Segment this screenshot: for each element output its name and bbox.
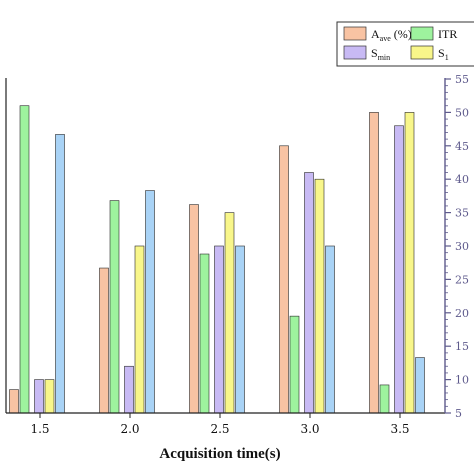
legend-label: ITR: [438, 27, 457, 41]
y-tick-label: 10: [455, 374, 469, 387]
bar-itr-2-0: [109, 200, 120, 414]
legend-swatch: [343, 26, 367, 41]
bar-s-1-3-5: [404, 112, 415, 414]
bar-a-ave--2-5: [189, 204, 199, 414]
legend-label: Aave (%): [371, 27, 412, 43]
y-ticks-group: 5 10 15 20 25 30 35 40 45 50 55: [445, 73, 469, 420]
bar-s-min-3-5: [394, 125, 404, 414]
bar-a-ave--3-5: [369, 112, 379, 414]
bar-s-min-2-0: [124, 365, 134, 414]
bar-series-5-3-0: [325, 245, 335, 414]
bar-series-5-1-5: [55, 134, 65, 414]
bar-s-1-2-5: [224, 212, 235, 414]
y-tick-label: 50: [455, 106, 469, 119]
legend-swatch: [410, 26, 434, 41]
bar-s-1-1-5: [44, 379, 55, 414]
legend-swatch: [410, 45, 434, 60]
y-tick-label: 35: [455, 207, 469, 220]
legend-label: S1: [438, 46, 449, 62]
x-tick-label: 2.0: [120, 422, 139, 436]
bar-a-ave--1-5: [9, 389, 19, 414]
y-tick-label: 25: [455, 273, 469, 286]
bar-a-ave--2-0: [99, 267, 109, 414]
y-tick-label: 55: [455, 73, 469, 86]
y-tick-label: 40: [455, 173, 469, 186]
x-tick-label: 2.5: [210, 422, 229, 436]
y-tick-label: 20: [455, 307, 469, 320]
y-tick-label: 5: [455, 407, 462, 420]
x-tick-label: 1.5: [30, 422, 49, 436]
bar-itr-3-0: [289, 315, 300, 414]
legend-label: Smin: [371, 46, 390, 62]
legend-swatch: [343, 45, 367, 60]
bar-series-5-2-0: [145, 190, 155, 414]
bar-itr-2-5: [199, 253, 210, 414]
bar-series-5-3-5: [415, 357, 425, 414]
y-tick-label: 30: [455, 240, 469, 253]
y-tick-label: 45: [455, 140, 469, 153]
bar-s-1-2-0: [134, 245, 145, 414]
bar-s-min-1-5: [34, 379, 44, 414]
bar-s-min-3-0: [304, 172, 314, 414]
bar-a-ave--3-0: [279, 145, 289, 414]
bar-itr-3-5: [379, 384, 390, 414]
x-ticks-group: 1.5 2.0 2.5 3.0 3.5: [30, 413, 410, 436]
bars-group: [9, 105, 425, 414]
y-tick-label: 15: [455, 340, 469, 353]
x-tick-label: 3.0: [300, 422, 319, 436]
x-tick-label: 3.5: [390, 422, 409, 436]
bar-series-5-2-5: [235, 245, 245, 414]
bar-s-1-3-0: [314, 178, 325, 414]
bar-itr-1-5: [19, 105, 30, 414]
bar-s-min-2-5: [214, 245, 224, 414]
legend: Aave (%) ITR Smin S1: [336, 21, 474, 67]
x-axis-label: Acquisition time(s): [159, 446, 280, 462]
